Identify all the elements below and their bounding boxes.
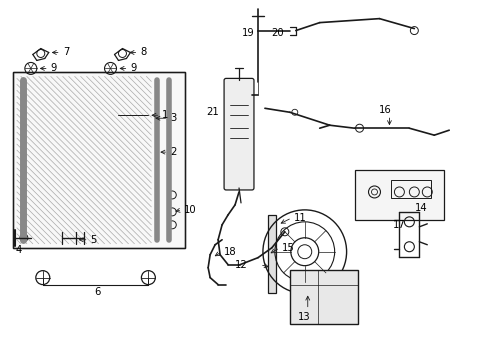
Text: 6: 6 xyxy=(94,287,101,297)
Text: 4: 4 xyxy=(16,245,22,255)
Text: 9: 9 xyxy=(130,63,137,73)
Text: 17: 17 xyxy=(392,220,405,230)
Text: 14: 14 xyxy=(414,203,427,213)
Bar xyxy=(267,215,275,293)
Text: 16: 16 xyxy=(378,105,391,115)
Text: 2: 2 xyxy=(170,147,176,157)
Text: 9: 9 xyxy=(51,63,57,73)
Text: 13: 13 xyxy=(297,312,309,323)
Bar xyxy=(13,72,185,248)
Text: 5: 5 xyxy=(90,235,97,245)
Text: 1: 1 xyxy=(162,110,168,120)
Text: 11: 11 xyxy=(293,213,306,223)
Text: 12: 12 xyxy=(235,260,247,270)
Bar xyxy=(354,170,443,220)
Text: 21: 21 xyxy=(205,107,218,117)
Text: 18: 18 xyxy=(224,247,236,257)
Text: 7: 7 xyxy=(62,48,69,58)
Bar xyxy=(289,270,357,324)
Bar xyxy=(13,72,185,248)
Text: 8: 8 xyxy=(140,48,146,58)
Text: 20: 20 xyxy=(271,28,284,37)
FancyBboxPatch shape xyxy=(224,78,253,190)
Bar xyxy=(390,180,430,198)
Text: 15: 15 xyxy=(281,243,294,253)
Text: 10: 10 xyxy=(184,205,197,215)
Text: 19: 19 xyxy=(241,28,254,37)
Text: 3: 3 xyxy=(170,113,176,123)
